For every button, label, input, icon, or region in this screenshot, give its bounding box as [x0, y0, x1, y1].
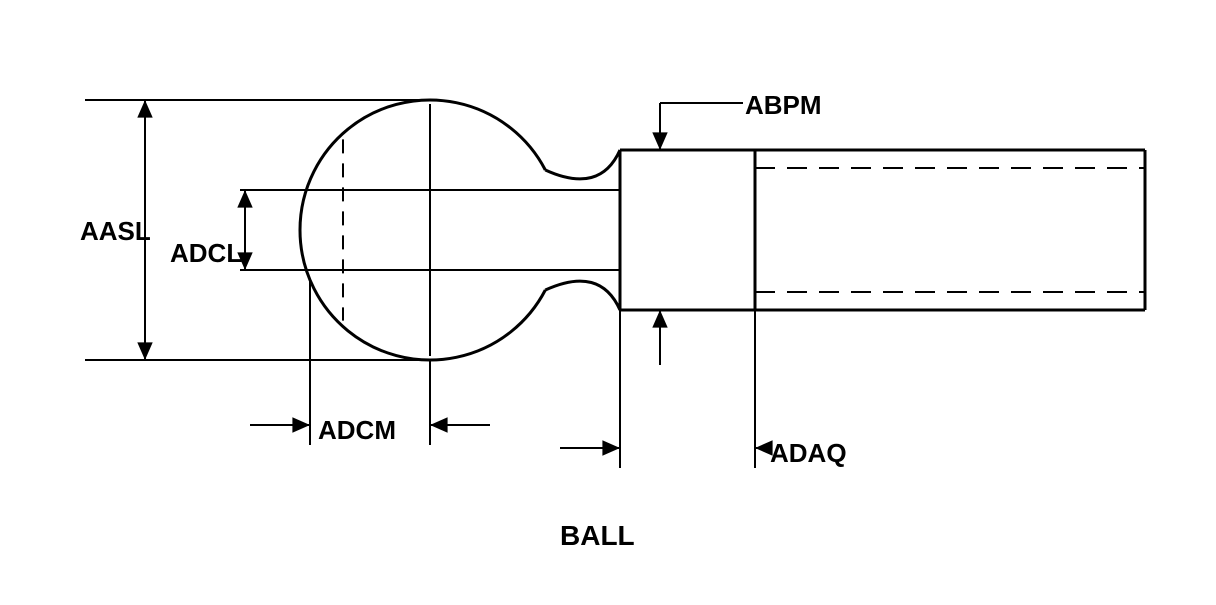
technical-drawing [0, 0, 1216, 605]
label-adcl: ADCL [170, 238, 242, 269]
diagram-title: BALL [560, 520, 635, 552]
label-aasl: AASL [80, 216, 151, 247]
label-adaq: ADAQ [770, 438, 847, 469]
label-adcm: ADCM [318, 415, 396, 446]
label-abpm: ABPM [745, 90, 822, 121]
